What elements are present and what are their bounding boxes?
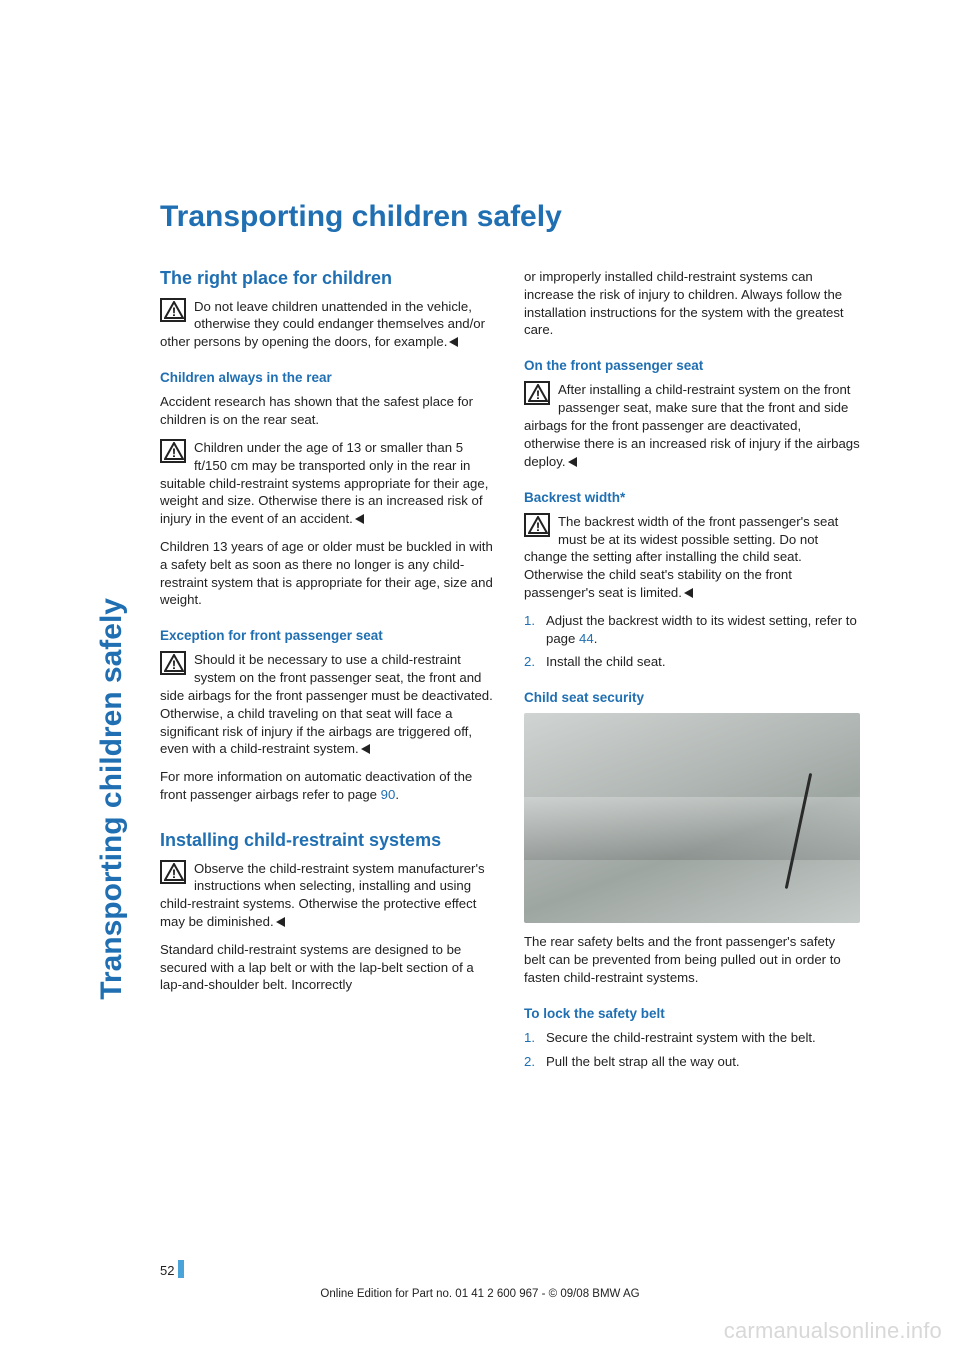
step-text: Secure the child-restraint system with t… bbox=[546, 1029, 816, 1047]
body-text-part: For more information on automatic deacti… bbox=[160, 769, 472, 802]
page-number: 52 bbox=[160, 1263, 174, 1278]
warning-icon: ! bbox=[524, 381, 550, 405]
steps-list: 1. Adjust the backrest width to its wide… bbox=[524, 612, 860, 671]
warning-text: Children under the age of 13 or smaller … bbox=[160, 440, 488, 526]
step-number: 1. bbox=[524, 1029, 546, 1047]
step-number: 2. bbox=[524, 1053, 546, 1071]
body-text: The rear safety belts and the front pass… bbox=[524, 933, 860, 986]
svg-text:!: ! bbox=[172, 867, 176, 881]
subheading-lock-belt: To lock the safety belt bbox=[524, 1005, 860, 1023]
page-number-bar bbox=[178, 1260, 184, 1278]
list-item: 1. Adjust the backrest width to its wide… bbox=[524, 612, 860, 648]
warning-block: ! Do not leave children unattended in th… bbox=[160, 298, 496, 351]
warning-text: Observe the child-restraint system manuf… bbox=[160, 861, 485, 929]
warning-block: ! The backrest width of the front passen… bbox=[524, 513, 860, 602]
side-tab-label: Transporting children safely bbox=[95, 598, 129, 1000]
subheading-children-rear: Children always in the rear bbox=[160, 369, 496, 387]
warning-block: ! Should it be necessary to use a child-… bbox=[160, 651, 496, 758]
right-column: or improperly installed child-restraint … bbox=[524, 268, 860, 1081]
svg-text:!: ! bbox=[536, 388, 540, 402]
list-item: 2. Install the child seat. bbox=[524, 653, 860, 671]
figure-child-seat bbox=[524, 713, 860, 923]
end-marker-icon bbox=[684, 588, 693, 598]
step-text-part: . bbox=[594, 631, 598, 646]
warning-icon: ! bbox=[160, 439, 186, 463]
body-text: Accident research has shown that the saf… bbox=[160, 393, 496, 429]
warning-icon: ! bbox=[524, 513, 550, 537]
warning-block: ! Children under the age of 13 or smalle… bbox=[160, 439, 496, 528]
body-text: For more information on automatic deacti… bbox=[160, 768, 496, 804]
subheading-front-passenger: On the front passenger seat bbox=[524, 357, 860, 375]
page-ref-link[interactable]: 90 bbox=[381, 787, 396, 802]
subheading-child-seat-security: Child seat security bbox=[524, 689, 860, 707]
side-tab: Transporting children safely bbox=[92, 200, 132, 1000]
watermark: carmanualsonline.info bbox=[724, 1318, 942, 1344]
subheading-exception-front: Exception for front passenger seat bbox=[160, 627, 496, 645]
page-title: Transporting children safely bbox=[160, 200, 860, 234]
warning-text: The backrest width of the front passenge… bbox=[524, 514, 838, 600]
section-heading-right-place: The right place for children bbox=[160, 268, 496, 290]
subheading-backrest-width: Backrest width* bbox=[524, 489, 860, 507]
page-number-block: 52 bbox=[160, 1260, 184, 1278]
steps-list: 1. Secure the child-restraint system wit… bbox=[524, 1029, 860, 1071]
page-ref-link[interactable]: 44 bbox=[579, 631, 594, 646]
warning-icon: ! bbox=[160, 298, 186, 322]
step-number: 2. bbox=[524, 653, 546, 671]
body-text: or improperly installed child-restraint … bbox=[524, 268, 860, 339]
body-text: Children 13 years of age or older must b… bbox=[160, 538, 496, 609]
left-column: The right place for children ! Do not le… bbox=[160, 268, 496, 1081]
section-heading-installing: Installing child-restraint systems bbox=[160, 830, 496, 852]
svg-text:!: ! bbox=[172, 446, 176, 460]
end-marker-icon bbox=[276, 917, 285, 927]
step-number: 1. bbox=[524, 612, 546, 648]
svg-text:!: ! bbox=[536, 520, 540, 534]
warning-icon: ! bbox=[160, 651, 186, 675]
list-item: 1. Secure the child-restraint system wit… bbox=[524, 1029, 860, 1047]
step-text: Install the child seat. bbox=[546, 653, 666, 671]
warning-block: ! After installing a child-restraint sys… bbox=[524, 381, 860, 470]
end-marker-icon bbox=[361, 744, 370, 754]
list-item: 2. Pull the belt strap all the way out. bbox=[524, 1053, 860, 1071]
footer-text: Online Edition for Part no. 01 41 2 600 … bbox=[0, 1288, 960, 1300]
warning-block: ! Observe the child-restraint system man… bbox=[160, 860, 496, 931]
warning-text: Should it be necessary to use a child-re… bbox=[160, 652, 493, 756]
warning-icon: ! bbox=[160, 860, 186, 884]
svg-text:!: ! bbox=[172, 305, 176, 319]
content-columns: The right place for children ! Do not le… bbox=[160, 268, 860, 1081]
end-marker-icon bbox=[355, 514, 364, 524]
step-text: Adjust the backrest width to its widest … bbox=[546, 612, 860, 648]
body-text-part: . bbox=[395, 787, 399, 802]
warning-text: Do not leave children unattended in the … bbox=[160, 299, 485, 350]
step-text: Pull the belt strap all the way out. bbox=[546, 1053, 740, 1071]
end-marker-icon bbox=[568, 457, 577, 467]
svg-text:!: ! bbox=[172, 658, 176, 672]
body-text: Standard child-restraint systems are des… bbox=[160, 941, 496, 994]
end-marker-icon bbox=[449, 337, 458, 347]
manual-page: Transporting children safely Transportin… bbox=[0, 0, 960, 1358]
